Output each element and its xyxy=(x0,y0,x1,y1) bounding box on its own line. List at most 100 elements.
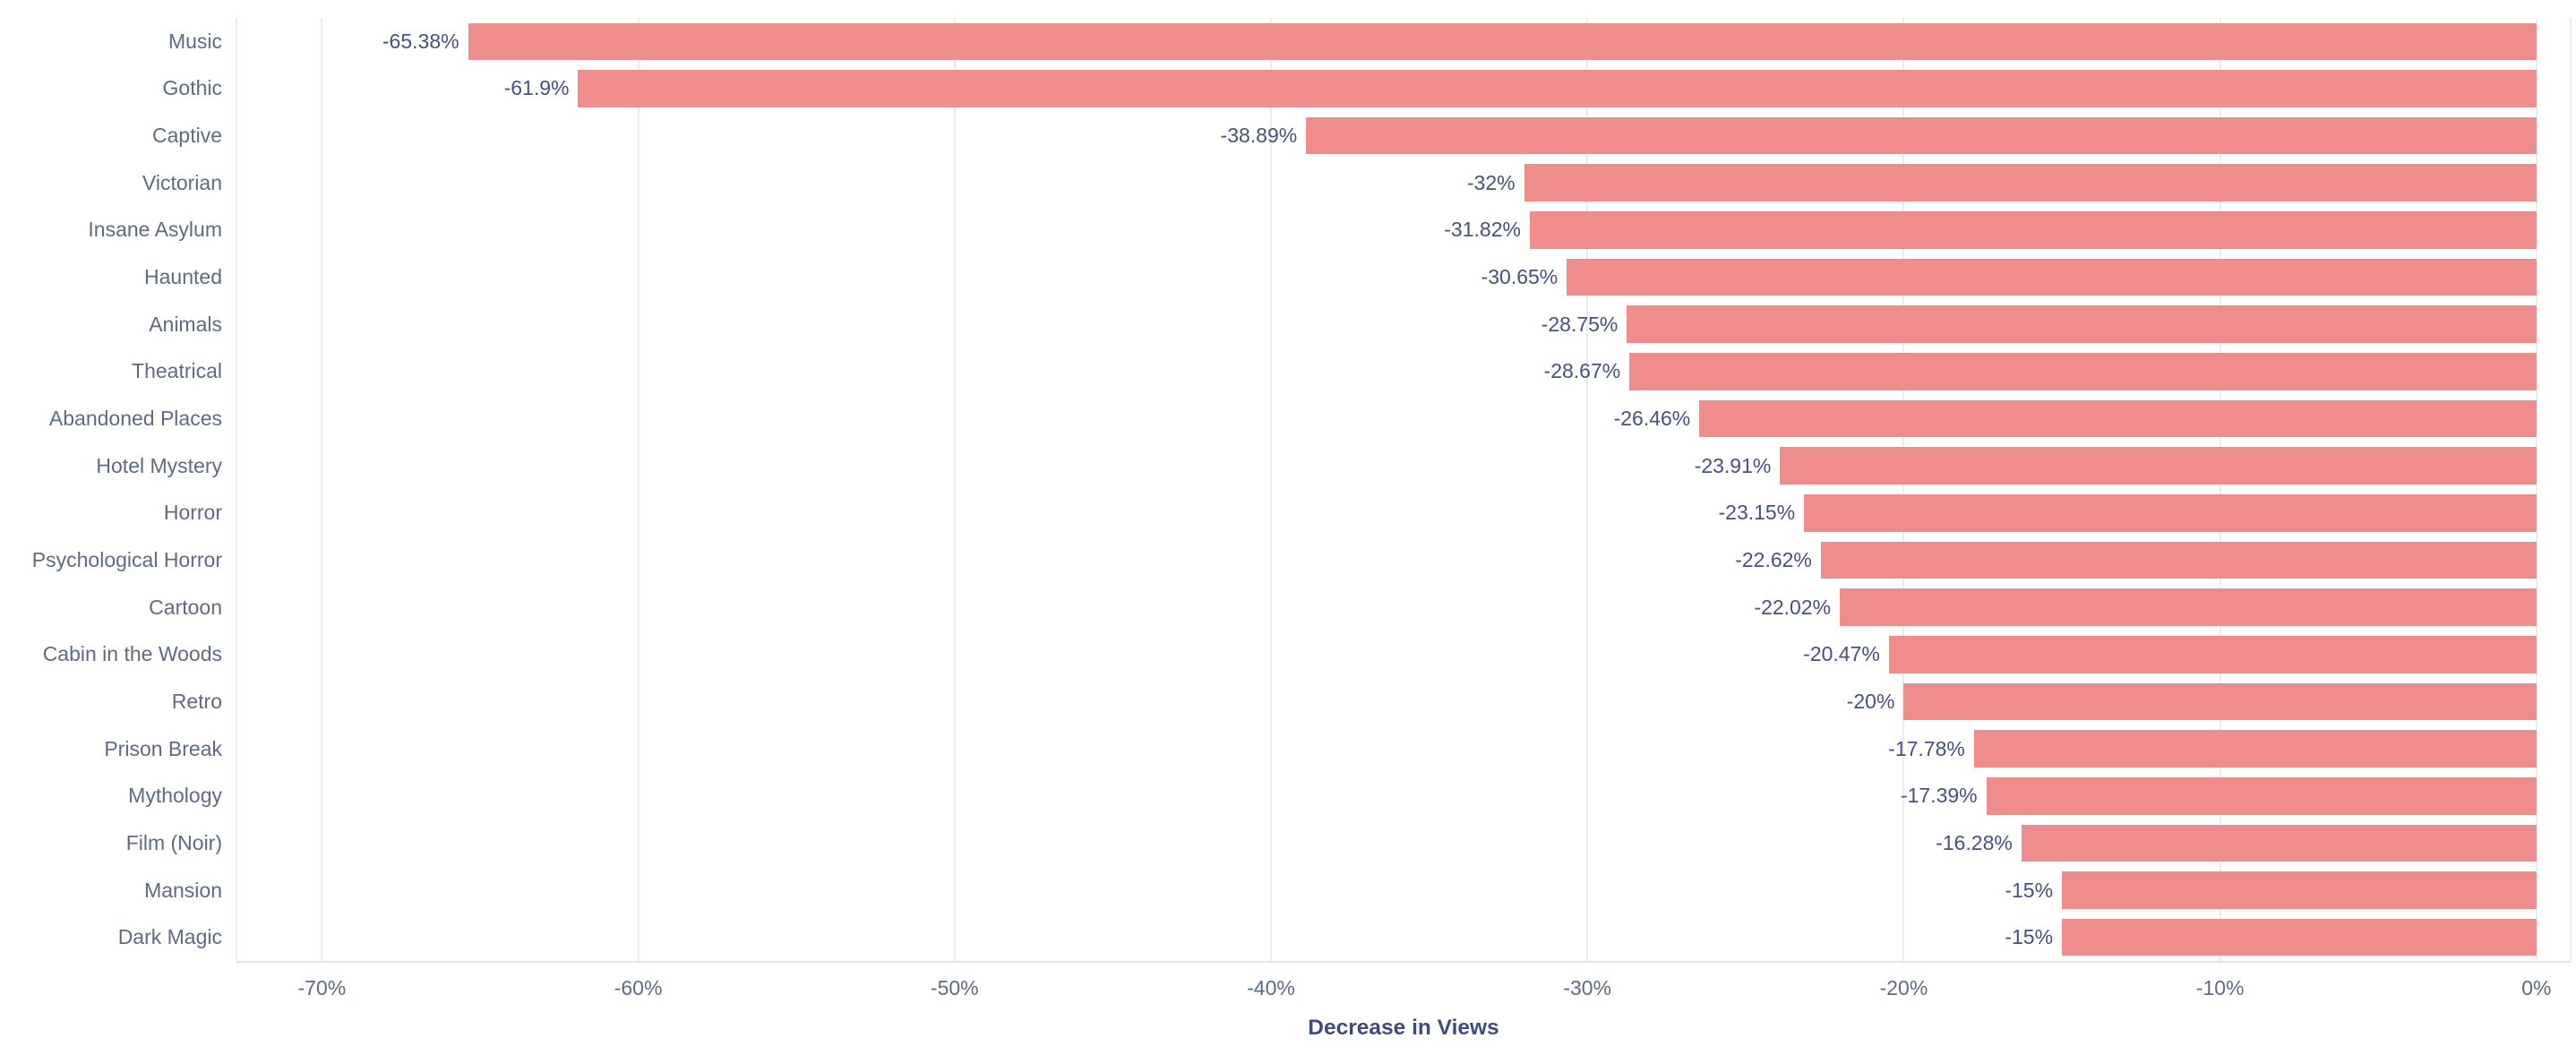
x-tick-label: -60% xyxy=(614,976,663,999)
bar-row: -20% xyxy=(236,678,2571,725)
bar-row: -32% xyxy=(236,159,2571,207)
bar-value-label: -22.02% xyxy=(1754,595,1832,619)
bar-row: -17.39% xyxy=(236,772,2571,819)
x-axis-tick-labels: -70% -60% -50% -40% -30% -20% -10% 0% xyxy=(236,974,2571,1002)
bar xyxy=(1780,447,2537,485)
bar xyxy=(1699,399,2537,438)
bar-row: -28.75% xyxy=(236,301,2571,348)
bar xyxy=(1888,635,2537,673)
category-label: Cartoon xyxy=(149,595,222,619)
bar-row: -17.78% xyxy=(236,725,2571,773)
bar-value-label: -15% xyxy=(2005,925,2054,949)
bar xyxy=(1306,116,2537,155)
bar-value-label: -15% xyxy=(2005,878,2054,902)
x-tick-label: 0% xyxy=(2521,976,2552,999)
bar-value-label: -20.47% xyxy=(1803,642,1880,666)
category-label: Victorian xyxy=(142,170,222,194)
bar-row: -22.62% xyxy=(236,536,2571,584)
bar-value-label: -30.65% xyxy=(1481,265,1558,289)
y-axis-category-labels: Music Gothic Captive Victorian Insane Asylum… xyxy=(0,18,236,961)
bar-value-label: -32% xyxy=(1466,170,1516,194)
plot-right-border xyxy=(2570,18,2572,961)
x-axis-title: Decrease in Views xyxy=(1308,1016,1499,1040)
bar xyxy=(1903,682,2537,721)
bar-value-label: -20% xyxy=(1846,689,1895,713)
bar-value-label: -38.89% xyxy=(1220,124,1298,148)
gridline xyxy=(321,18,323,961)
category-label: Prison Break xyxy=(104,736,222,760)
bar-row: -26.46% xyxy=(236,395,2571,442)
bar-row: -15% xyxy=(236,913,2571,961)
x-tick-label: -40% xyxy=(1247,976,1295,999)
bar xyxy=(1567,258,2537,296)
x-tick-label: -20% xyxy=(1879,976,1928,999)
x-tick-label: -10% xyxy=(2195,976,2245,999)
category-label: Haunted xyxy=(144,265,222,289)
bar xyxy=(578,70,2537,107)
bar-value-label: -22.62% xyxy=(1735,547,1812,571)
x-tick-label: -50% xyxy=(930,976,979,999)
bar-row: -38.89% xyxy=(236,112,2571,159)
category-label: Mythology xyxy=(128,784,222,808)
plot-left-border xyxy=(236,18,237,961)
bar-value-label: -28.75% xyxy=(1541,312,1619,336)
bar-value-label: -16.28% xyxy=(1936,830,2013,854)
bar-row: -23.91% xyxy=(236,442,2571,490)
bar xyxy=(1986,776,2537,815)
bar-value-label: -17.39% xyxy=(1900,784,1978,808)
category-label: Film (Noir) xyxy=(125,830,222,854)
bar-row: -20.47% xyxy=(236,630,2571,678)
gridline xyxy=(1902,18,1905,961)
category-label: Theatrical xyxy=(132,359,222,383)
category-label: Hotel Mystery xyxy=(96,453,222,477)
bar-row: -65.38% xyxy=(236,18,2571,65)
plot-area: -65.38% -61.9% -38.89% -32% -31.82% -30.65% -2… xyxy=(236,18,2572,963)
bar xyxy=(1973,730,2537,768)
category-label: Retro xyxy=(171,689,222,713)
bar xyxy=(2062,871,2537,909)
bar-row: -16.28% xyxy=(236,819,2571,867)
bar-row: -61.9% xyxy=(236,65,2571,113)
bar xyxy=(468,22,2537,61)
category-label: Dark Magic xyxy=(117,925,222,949)
bar-row: -31.82% xyxy=(236,207,2571,254)
bar xyxy=(1804,494,2537,532)
bar xyxy=(1629,353,2537,390)
gridline xyxy=(2535,18,2537,961)
x-tick-label: -30% xyxy=(1563,976,1612,999)
bar xyxy=(1529,211,2537,249)
bar-value-label: -26.46% xyxy=(1613,407,1691,430)
bar-row: -22.02% xyxy=(236,584,2571,631)
category-label: Psychological Horror xyxy=(31,547,222,571)
bar xyxy=(1840,588,2537,626)
bar xyxy=(1820,541,2537,579)
gridline xyxy=(1270,18,1272,961)
bar-row: -23.15% xyxy=(236,490,2571,537)
bar-value-label: -65.38% xyxy=(382,29,459,53)
bar-row: -15% xyxy=(236,867,2571,914)
bar-value-label: -61.9% xyxy=(503,76,570,100)
category-label: Horror xyxy=(163,501,222,525)
bar xyxy=(2062,918,2537,956)
x-axis-line xyxy=(236,961,2571,963)
bar-value-label: -31.82% xyxy=(1444,218,1521,242)
category-label: Captive xyxy=(152,124,222,148)
gridline xyxy=(2219,18,2221,961)
gridline xyxy=(637,18,640,961)
bar-value-label: -23.91% xyxy=(1694,453,1772,477)
category-label: Gothic xyxy=(162,76,222,100)
category-label: Cabin in the Woods xyxy=(42,642,222,666)
bar-value-label: -28.67% xyxy=(1543,359,1621,383)
bar xyxy=(2021,824,2537,862)
bar xyxy=(1524,164,2537,202)
bar xyxy=(1627,305,2537,344)
gridline xyxy=(953,18,956,961)
bar-row: -30.65% xyxy=(236,253,2571,301)
bar-value-label: -17.78% xyxy=(1888,736,1965,760)
bar-row: -28.67% xyxy=(236,348,2571,396)
category-label: Abandoned Places xyxy=(48,407,222,430)
x-tick-label: -70% xyxy=(297,976,347,999)
bar-value-label: -23.15% xyxy=(1718,501,1796,525)
gridline xyxy=(1586,18,1589,961)
category-label: Mansion xyxy=(144,878,222,902)
